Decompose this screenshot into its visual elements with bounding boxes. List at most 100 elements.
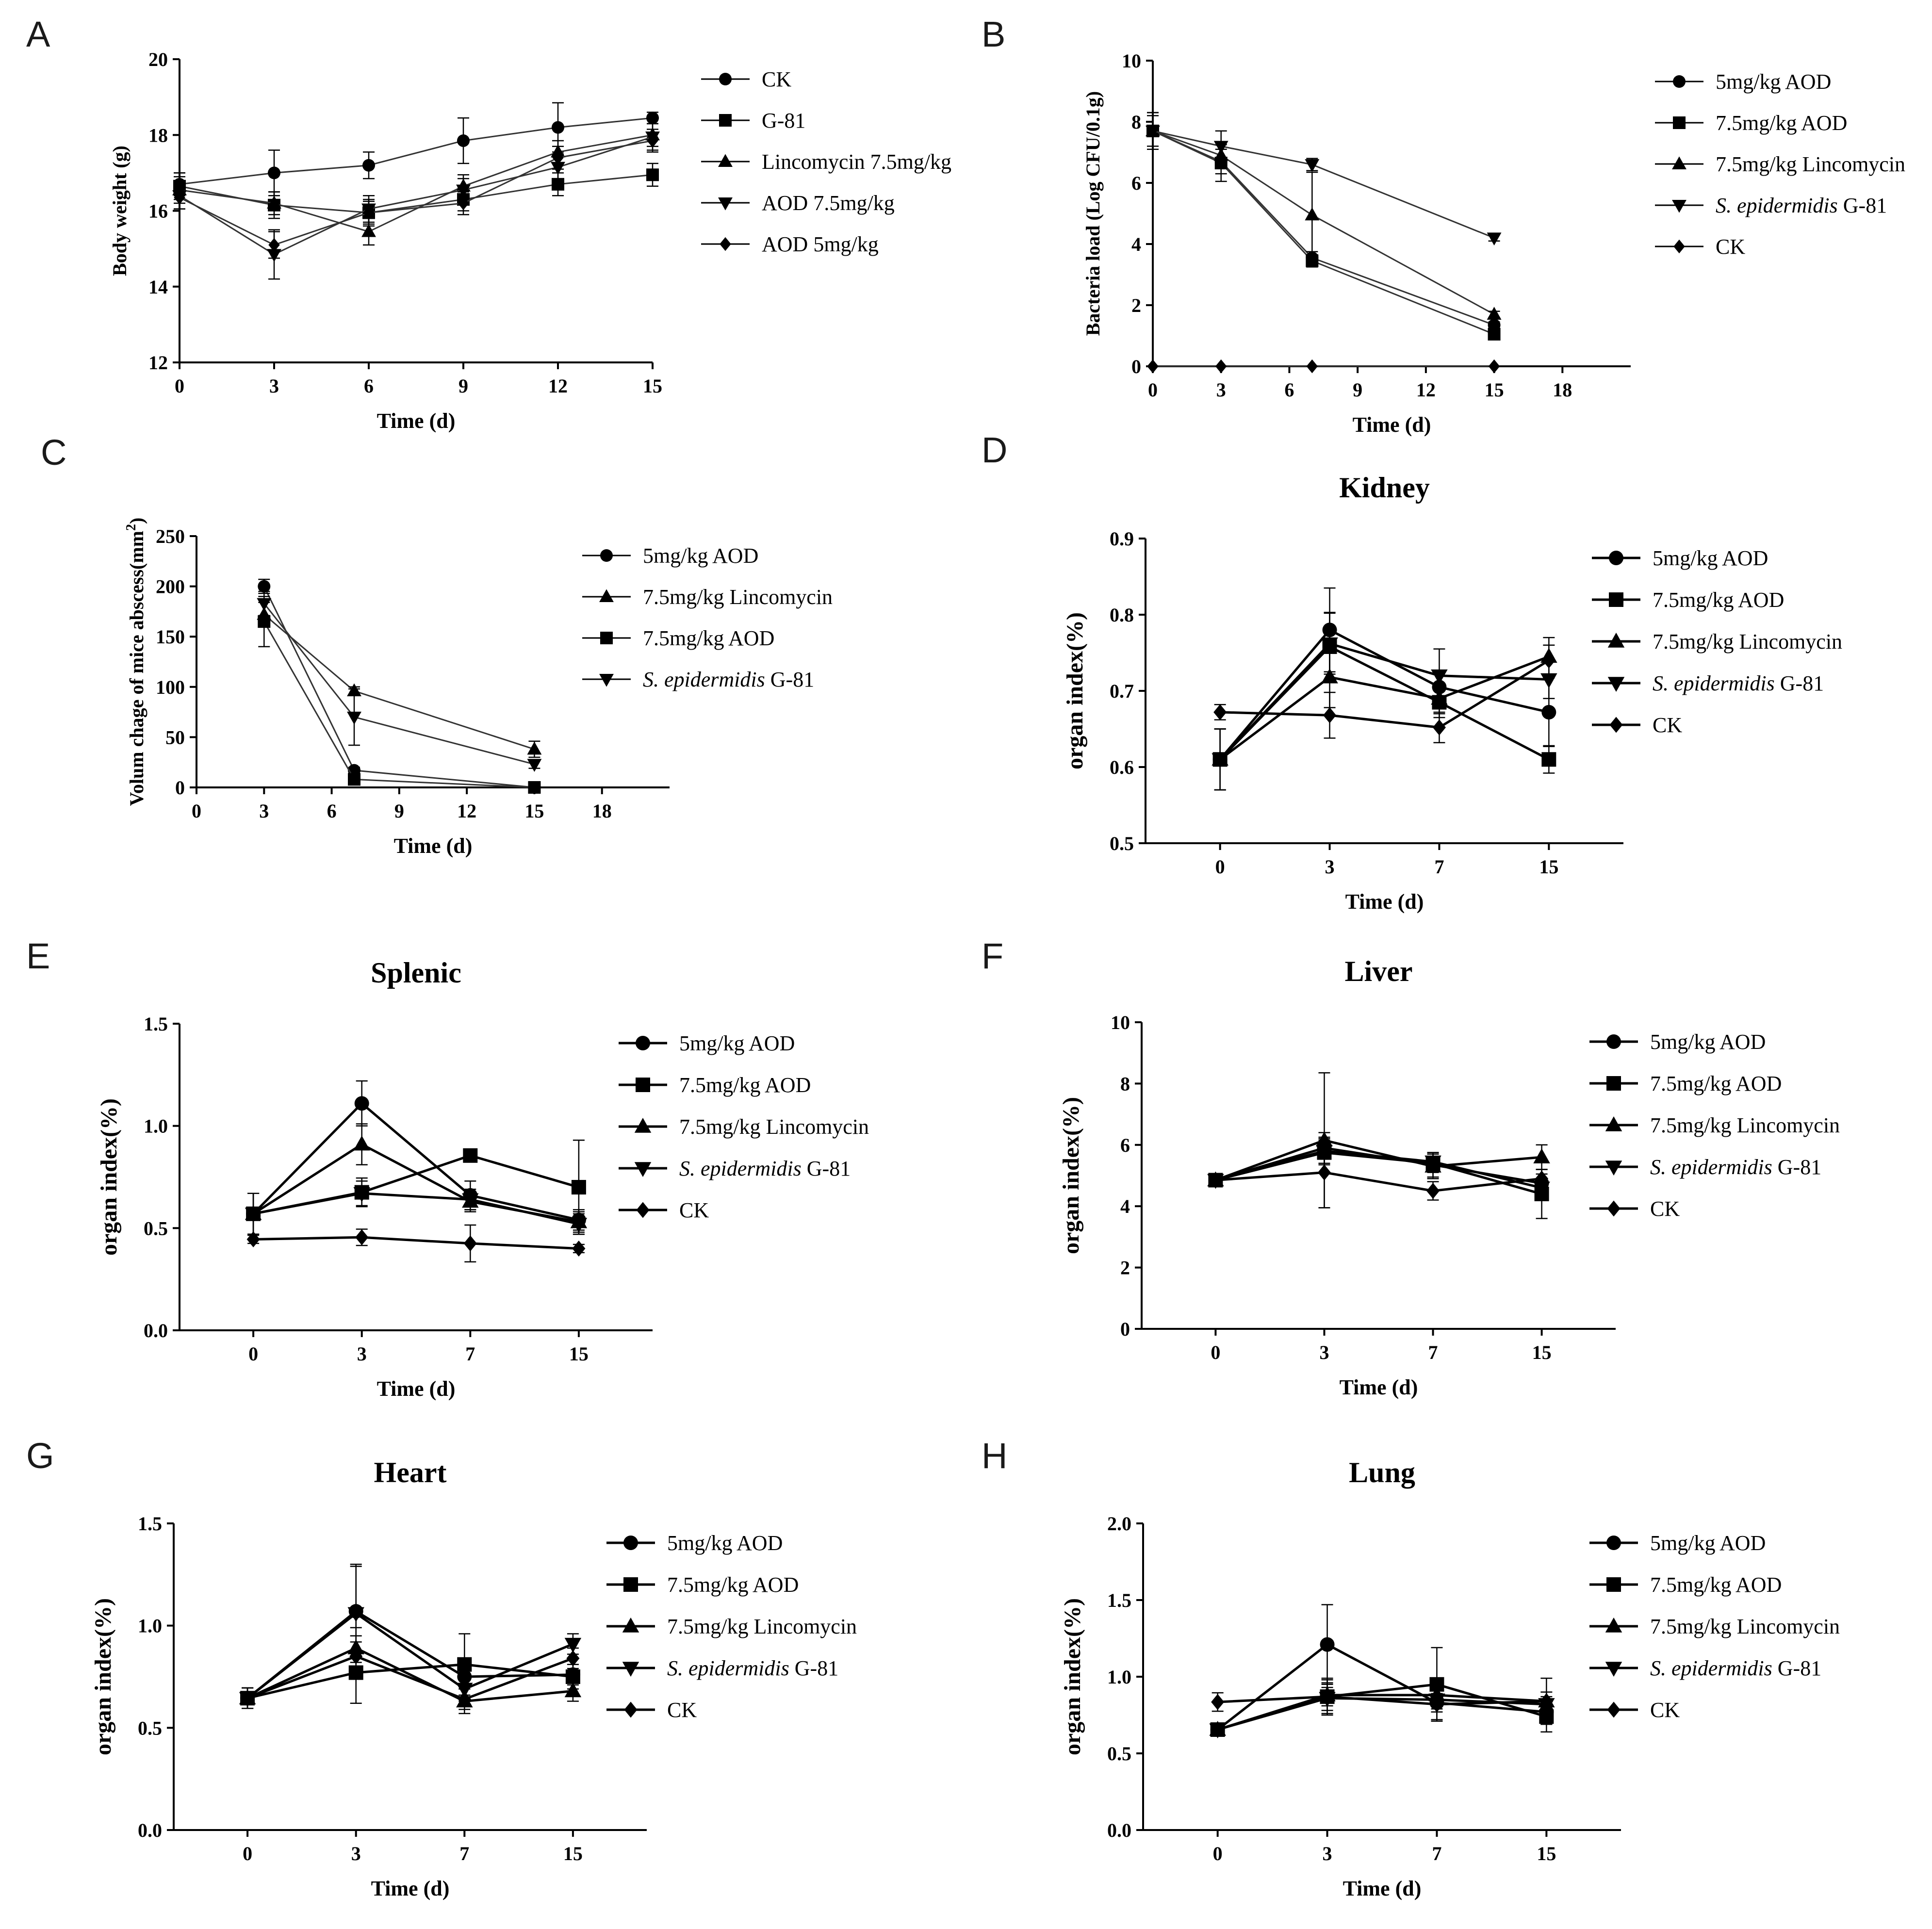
- chart-e-series-3: [245, 1180, 588, 1235]
- chart-c-y-tick-label: 50: [165, 726, 185, 748]
- chart-h-x-tick-label: 15: [1537, 1843, 1556, 1864]
- chart-e-series-2: [245, 1123, 588, 1235]
- chart-a-data-point: [362, 159, 375, 172]
- chart-f-legend-label: 7.5mg/kg AOD: [1650, 1072, 1782, 1095]
- chart-d-y-tick-label: 0.6: [1110, 756, 1134, 778]
- chart-a-data-point: [456, 184, 471, 198]
- chart-b-x-tick-label: 0: [1148, 379, 1158, 401]
- chart-c-x-tick-label: 9: [394, 800, 404, 822]
- chart-e-data-point: [462, 1193, 479, 1209]
- chart-f-x-tick-label: 7: [1428, 1341, 1438, 1363]
- chart-c-x-tick-label: 6: [327, 800, 337, 822]
- chart-a-data-point: [457, 134, 470, 147]
- chart-b-series-line: [1152, 130, 1495, 315]
- chart-e-x-tick-label: 15: [569, 1343, 589, 1365]
- chart-b-legend-marker: [1673, 239, 1685, 254]
- chart-d-y-tick-label: 0.7: [1110, 680, 1134, 702]
- chart-a-data-point: [646, 112, 659, 125]
- chart-e-data-point: [463, 1148, 478, 1163]
- chart-d-y-tick-label: 0.5: [1110, 833, 1134, 854]
- chart-a-legend-marker: [720, 237, 731, 251]
- chart-f-legend-marker: [1605, 1116, 1622, 1131]
- panel-letter-g: G: [26, 1436, 54, 1476]
- chart-e-data-point: [245, 1208, 262, 1223]
- chart-f-series-line: [1215, 1151, 1542, 1195]
- chart-c-x-tick-label: 15: [524, 800, 544, 822]
- chart-a-series-2: [172, 123, 660, 246]
- chart-g-legend-marker: [623, 1577, 638, 1592]
- chart-h-series-1: [1210, 1647, 1554, 1737]
- chart-c-legend-marker: [600, 632, 613, 644]
- chart-a-x-tick-label: 0: [175, 375, 184, 397]
- chart-f-legend-label: CK: [1650, 1197, 1680, 1221]
- chart-e-legend-marker: [634, 1118, 652, 1133]
- chart-f-x-tick-label: 0: [1211, 1341, 1220, 1363]
- chart-c-legend-label: 7.5mg/kg Lincomycin: [643, 585, 833, 609]
- chart-a-legend-label: Lincomycin 7.5mg/kg: [762, 150, 951, 174]
- chart-b: 0 2 4 6 8 10 0 3 6 9 12 15 18 Time (d) Bacteria load (…: [1082, 50, 1905, 437]
- chart-c-y-tick-label: 250: [156, 525, 185, 547]
- chart-e-series-0: [246, 1080, 586, 1235]
- chart-a-y-tick-label: 20: [148, 49, 168, 70]
- chart-c-x-tick-label: 18: [592, 800, 612, 822]
- chart-g-y-label: organ index(%): [90, 1598, 116, 1755]
- chart-g-legend-label: 5mg/kg AOD: [667, 1531, 783, 1555]
- chart-h-series-2: [1209, 1677, 1555, 1736]
- chart-e-data-point: [571, 1180, 586, 1195]
- chart-h-legend-marker: [1605, 1618, 1622, 1633]
- chart-d-series-line: [1219, 628, 1549, 760]
- chart-f-data-point: [1209, 1172, 1222, 1188]
- chart-c-x-label: Time (d): [394, 834, 473, 858]
- chart-a-legend-marker: [719, 114, 732, 127]
- chart-c-legend-label: S. epidermidis G-81: [643, 668, 814, 691]
- chart-h-legend-marker: [1605, 1662, 1622, 1677]
- chart-e-y-tick-label: 1.5: [144, 1013, 168, 1035]
- chart-a-data-point: [552, 121, 564, 134]
- chart-f-y-tick-label: 10: [1111, 1012, 1130, 1033]
- chart-b-data-point: [1488, 359, 1500, 374]
- chart-d-legend-label: CK: [1653, 713, 1682, 737]
- chart-c-y-tick-label: 0: [175, 777, 185, 799]
- chart-h: Lung 0.0 0.5 1.0 1.5 2.0 0 3 7 15 Time (d) organ in…: [1060, 1456, 1840, 1900]
- panel-d: D Kidney 0.5 0.6 0.7 0.8 0.9 0 3 7 15 Time (d) orga…: [966, 417, 1932, 951]
- chart-g-y-tick-label: 1.0: [138, 1615, 162, 1637]
- chart-c-data-point: [528, 781, 541, 794]
- chart-a-x-tick-label: 15: [643, 375, 662, 397]
- chart-d-data-point: [1540, 673, 1557, 688]
- chart-d-data-point: [1321, 668, 1338, 684]
- chart-c-series-0: [258, 578, 541, 794]
- chart-c-series-line: [263, 586, 535, 788]
- chart-c-data-point: [527, 741, 542, 755]
- chart-e-data-point: [354, 1096, 369, 1111]
- chart-e: Splenic 0.0 0.5 1.0 1.5 0 3 7 15 Time (d) organ in…: [96, 957, 869, 1401]
- chart-a-data-point: [268, 238, 280, 252]
- chart-e-data-point: [355, 1229, 369, 1245]
- chart-f-series-line: [1215, 1149, 1542, 1189]
- chart-h-legend-marker: [1607, 1701, 1621, 1718]
- panel-letter-c: C: [41, 432, 67, 473]
- chart-g-legend-marker: [622, 1662, 639, 1677]
- chart-f-y-tick-label: 2: [1120, 1257, 1130, 1279]
- chart-d-data-point: [1432, 719, 1446, 736]
- chart-a-data-point: [174, 190, 185, 205]
- chart-a-data-point: [268, 166, 280, 180]
- chart-c-y-tick-label: 100: [156, 676, 185, 698]
- chart-c-series-3: [257, 590, 542, 772]
- chart-h-legend-label: 7.5mg/kg AOD: [1650, 1573, 1782, 1597]
- chart-b-legend-label-italic: S. epidermidis: [1716, 194, 1838, 217]
- panel-letter-a: A: [26, 14, 50, 54]
- chart-b-data-point: [1146, 125, 1160, 139]
- chart-g-data-point: [457, 1657, 472, 1672]
- chart-a-y-tick-label: 12: [148, 352, 168, 374]
- chart-d-series-4: [1213, 644, 1555, 744]
- chart-f-legend-marker: [1605, 1161, 1622, 1176]
- chart-f-x-tick-label: 3: [1319, 1341, 1329, 1363]
- chart-g-x-tick-label: 3: [351, 1843, 361, 1864]
- chart-e-y-tick-label: 0.5: [144, 1217, 168, 1239]
- chart-g-data-point: [458, 1691, 471, 1707]
- chart-b-series-line: [1152, 130, 1495, 326]
- chart-e-x-tick-label: 7: [465, 1343, 475, 1365]
- chart-h-data-point: [1321, 1688, 1334, 1705]
- chart-a-legend-label: AOD 5mg/kg: [762, 232, 879, 256]
- chart-d-legend-marker: [1607, 633, 1625, 648]
